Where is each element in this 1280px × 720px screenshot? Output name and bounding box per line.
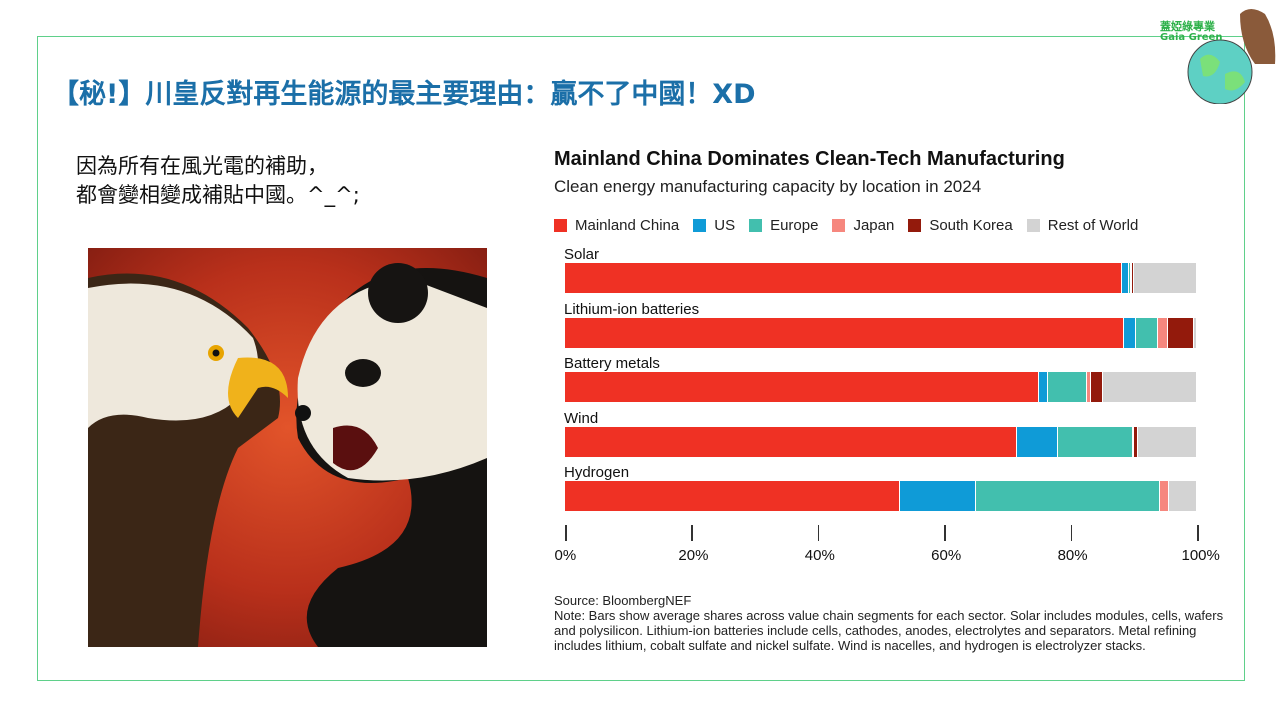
x-tick <box>1070 525 1073 541</box>
legend-label: Japan <box>853 217 895 234</box>
legend-label: Rest of World <box>1047 217 1139 234</box>
category-label: Battery metals <box>564 355 660 372</box>
bar-segment-japan <box>1087 372 1092 402</box>
bar-segment-europe <box>1128 263 1131 293</box>
x-tick-label: 60% <box>931 547 962 564</box>
stacked-bar <box>565 263 1197 293</box>
legend-swatch <box>693 219 707 232</box>
bar-segment-rest-of-world <box>1193 317 1197 348</box>
bar-segment-mainland-china <box>565 481 900 511</box>
logo-cn-text: 蓋婭綠專業 <box>1160 20 1215 33</box>
bar-segment-mainland-china <box>565 426 1017 457</box>
bar-segment-south-korea <box>1131 263 1135 293</box>
chart-subtitle: Clean energy manufacturing capacity by l… <box>554 177 982 196</box>
category-label: Solar <box>564 246 600 263</box>
bar-segment-us <box>1016 426 1059 457</box>
slide-frame <box>37 36 1245 681</box>
chart-source: Source: BloombergNEF <box>554 593 692 608</box>
bar-segment-us <box>899 481 976 511</box>
bar-segment-rest-of-world <box>1137 426 1198 457</box>
legend-label: US <box>714 217 736 234</box>
stacked-bar <box>565 481 1197 511</box>
bar-segment-mainland-china <box>565 372 1039 402</box>
stacked-bar <box>565 426 1198 457</box>
legend-swatch <box>832 219 846 232</box>
category-label: Lithium-ion batteries <box>564 300 700 318</box>
x-tick-label: 40% <box>804 547 835 564</box>
bar-segment-japan <box>1130 263 1132 293</box>
chart-note: Note: Bars show average shares across va… <box>554 608 1224 653</box>
chart-notes: Source: BloombergNEF Note: Bars show ave… <box>554 593 1234 653</box>
bar-segment-rest-of-world <box>1134 263 1197 293</box>
bar-segment-us <box>1039 372 1048 402</box>
legend-item: Mainland China <box>554 217 679 234</box>
bar-segment-us <box>1123 317 1137 348</box>
x-tick-label: 20% <box>678 547 709 564</box>
chart-title: Mainland China Dominates Clean-Tech Manu… <box>554 148 1065 170</box>
bar-segment-europe <box>1047 372 1088 402</box>
x-tick <box>1197 525 1199 541</box>
stacked-bar <box>565 317 1197 348</box>
bar-segment-us <box>1121 263 1129 293</box>
category-label: Hydrogen <box>564 464 630 481</box>
bar-segment-europe <box>975 481 1161 511</box>
caption-line-2: 都會變相變成補貼中國。^_^; <box>76 183 360 207</box>
bar-segment-south-korea <box>1167 317 1194 348</box>
eagle-vs-panda-image <box>88 248 487 647</box>
bar-segment-europe <box>1136 317 1159 348</box>
bar-segment-south-korea <box>1133 426 1138 457</box>
logo-en-text: Gaia Green <box>1160 32 1223 43</box>
bar-segment-europe <box>1058 426 1133 457</box>
x-tick-label: 0% <box>554 547 577 564</box>
gaia-green-logo: 蓋婭綠專業 Gaia Green <box>1155 4 1280 104</box>
legend-item: Europe <box>749 217 818 234</box>
x-tick-label: 100% <box>1181 547 1220 564</box>
legend-label: South Korea <box>929 217 1013 234</box>
legend-item: Japan <box>832 217 894 234</box>
bar-segment-mainland-china <box>565 263 1122 293</box>
x-tick <box>817 525 820 541</box>
bar-segment-south-korea <box>1091 372 1103 402</box>
x-tick-label: 80% <box>1057 547 1088 564</box>
legend-item: South Korea <box>908 217 1013 234</box>
chart-legend: Mainland China US Europe Japan South Korea Re… <box>554 217 1138 234</box>
bar-segment-japan <box>1160 481 1170 511</box>
legend-swatch <box>749 219 763 232</box>
legend-item: Rest of World <box>1026 217 1139 234</box>
bar-segment-mainland-china <box>565 317 1124 348</box>
slide-title: 【秘!】川皇反對再生能源的最主要理由：贏不了中國！XD <box>52 79 756 110</box>
legend-swatch <box>554 219 567 232</box>
bar-segment-rest-of-world <box>1169 481 1197 511</box>
legend-item: US <box>693 217 735 234</box>
x-tick <box>944 525 946 541</box>
bar-segment-japan <box>1158 317 1168 348</box>
left-caption: 因為所有在風光電的補助， 都會變相變成補貼中國。^_^; <box>76 152 360 210</box>
category-label: Wind <box>564 409 599 427</box>
caption-line-1: 因為所有在風光電的補助， <box>76 154 328 178</box>
x-tick <box>565 525 567 541</box>
bar-segment-japan <box>1132 426 1134 457</box>
x-tick <box>691 525 693 541</box>
stacked-bar <box>565 372 1197 402</box>
legend-swatch <box>908 219 922 232</box>
legend-label: Mainland China <box>575 217 680 234</box>
legend-swatch <box>1026 219 1040 232</box>
legend-label: Europe <box>770 217 819 234</box>
bar-segment-rest-of-world <box>1102 372 1197 402</box>
